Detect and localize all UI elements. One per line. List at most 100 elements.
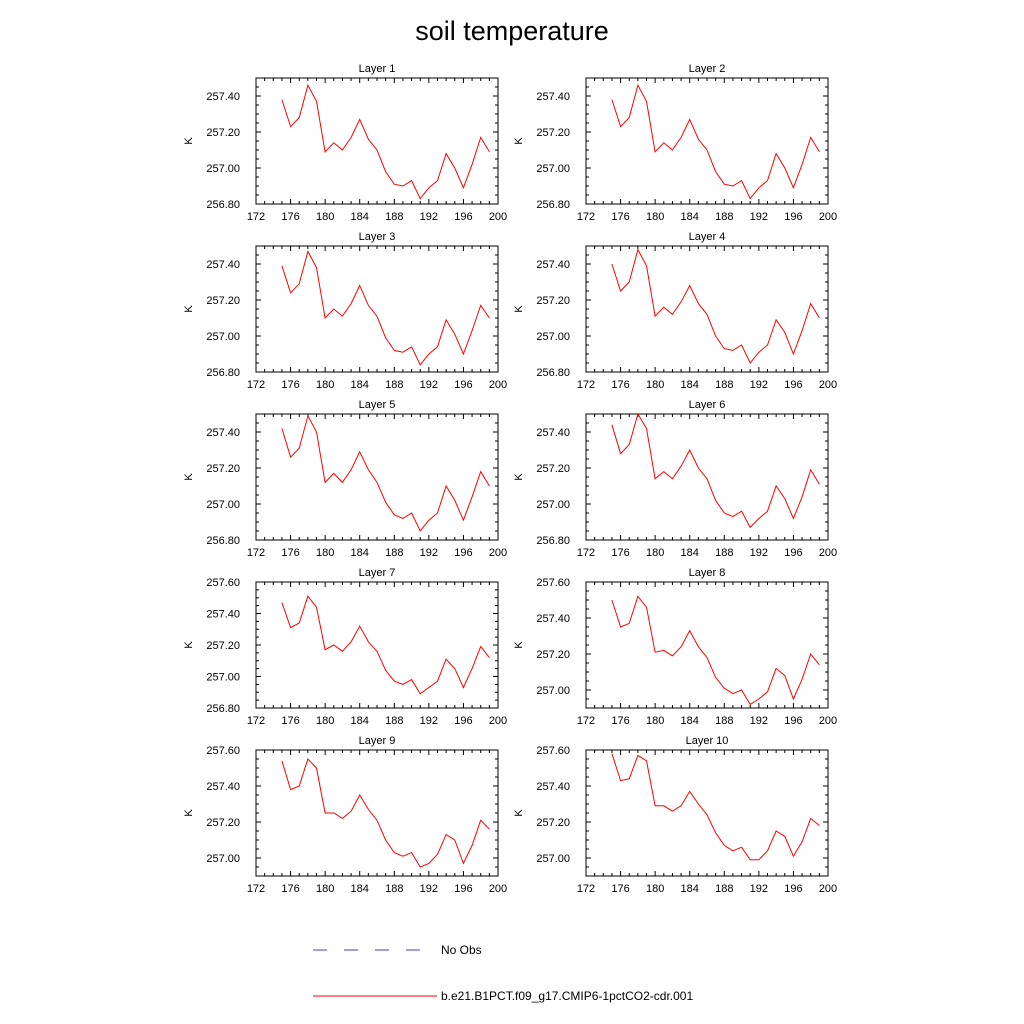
panel-layer-9: Layer 9 172 176 180 184 188 192 196 200 257.00 257… [183, 735, 507, 895]
figure-title: soil temperature [415, 16, 609, 46]
series-line [281, 758, 490, 868]
x-tick-label: 180 [316, 715, 334, 727]
x-tick-label: 200 [819, 715, 837, 727]
x-tick-label: 200 [819, 547, 837, 559]
x-tick-label: 196 [784, 883, 802, 895]
x-tick-label: 176 [281, 547, 299, 559]
panel-grid: Layer 1 172 176 180 184 188 192 196 200 256.80 257… [183, 63, 837, 895]
panel-layer-1: Layer 1 172 176 180 184 188 192 196 200 256.80 257… [183, 63, 507, 223]
x-tick-label: 176 [281, 211, 299, 223]
x-tick-label: 184 [681, 715, 699, 727]
y-tick-label: 257.60 [536, 745, 570, 757]
x-tick-label: 192 [750, 715, 768, 727]
y-tick-label: 257.20 [206, 295, 240, 307]
x-tick-label: 192 [420, 547, 438, 559]
x-tick-label: 172 [247, 379, 265, 391]
x-tick-label: 188 [715, 379, 733, 391]
panel-layer-4: Layer 4 172 176 180 184 188 192 196 200 256.80 257… [513, 231, 837, 391]
y-tick-label: 257.00 [206, 672, 240, 684]
x-tick-label: 180 [646, 715, 664, 727]
x-tick-label: 176 [281, 715, 299, 727]
x-tick-label: 172 [577, 211, 595, 223]
x-tick-label: 196 [454, 715, 472, 727]
y-tick-label: 257.60 [206, 577, 240, 589]
x-tick-label: 172 [247, 715, 265, 727]
x-tick-label: 180 [316, 211, 334, 223]
y-tick-label: 257.00 [536, 163, 570, 175]
y-axis-label: K [183, 305, 195, 313]
x-tick-label: 192 [420, 883, 438, 895]
x-tick-label: 184 [351, 883, 369, 895]
y-tick-label: 256.80 [206, 535, 240, 547]
x-tick-label: 188 [385, 379, 403, 391]
x-tick-label: 172 [577, 547, 595, 559]
x-tick-label: 200 [819, 211, 837, 223]
x-tick-label: 180 [316, 379, 334, 391]
series-line [611, 412, 820, 529]
panel-layer-2: Layer 2 172 176 180 184 188 192 196 200 256.80 257… [513, 63, 837, 223]
x-tick-label: 188 [385, 211, 403, 223]
y-tick-label: 256.80 [536, 199, 570, 211]
x-tick-label: 184 [351, 211, 369, 223]
series-line [611, 83, 820, 200]
y-tick-label: 256.80 [536, 367, 570, 379]
x-tick-label: 196 [454, 883, 472, 895]
x-tick-label: 184 [351, 547, 369, 559]
y-tick-label: 257.20 [536, 295, 570, 307]
x-tick-label: 184 [681, 211, 699, 223]
y-tick-label: 257.20 [206, 640, 240, 652]
x-tick-label: 192 [750, 883, 768, 895]
legend-model-label: b.e21.B1PCT.f09_g17.CMIP6-1pctCO2-cdr.00… [441, 989, 693, 1003]
x-tick-label: 188 [385, 547, 403, 559]
y-tick-label: 257.00 [536, 685, 570, 697]
x-tick-label: 176 [611, 715, 629, 727]
x-tick-label: 188 [715, 547, 733, 559]
y-tick-label: 257.40 [536, 427, 570, 439]
y-tick-label: 257.20 [206, 127, 240, 139]
y-tick-label: 257.40 [536, 613, 570, 625]
x-tick-label: 196 [784, 379, 802, 391]
x-tick-label: 200 [819, 379, 837, 391]
y-tick-label: 257.40 [206, 259, 240, 271]
x-tick-label: 192 [750, 547, 768, 559]
series-line [611, 595, 820, 706]
panel-layer-10: Layer 10 172 176 180 184 188 192 196 200 257.00 25… [513, 735, 837, 895]
y-tick-label: 257.00 [536, 331, 570, 343]
series-line [281, 250, 490, 366]
panel-title: Layer 7 [359, 567, 396, 579]
y-tick-label: 257.00 [206, 499, 240, 511]
x-tick-label: 192 [420, 379, 438, 391]
y-axis-label: K [513, 305, 525, 313]
x-tick-label: 180 [646, 547, 664, 559]
x-tick-label: 184 [351, 379, 369, 391]
y-tick-label: 257.40 [206, 781, 240, 793]
x-tick-label: 200 [489, 547, 507, 559]
y-tick-label: 257.20 [206, 463, 240, 475]
x-tick-label: 196 [454, 211, 472, 223]
x-tick-label: 196 [784, 547, 802, 559]
plot-frame [255, 749, 499, 877]
x-tick-label: 188 [715, 715, 733, 727]
y-tick-label: 257.60 [206, 745, 240, 757]
plot-frame [255, 413, 499, 541]
panel-title: Layer 5 [359, 399, 396, 411]
x-tick-label: 188 [715, 211, 733, 223]
y-axis-label: K [183, 473, 195, 481]
plot-frame [585, 581, 829, 709]
x-tick-label: 180 [646, 379, 664, 391]
plot-frame [585, 245, 829, 373]
x-tick-label: 176 [281, 883, 299, 895]
plot-frame [255, 245, 499, 373]
y-tick-label: 257.20 [536, 127, 570, 139]
panel-title: Layer 10 [686, 735, 729, 747]
y-tick-label: 257.00 [206, 853, 240, 865]
x-tick-label: 172 [577, 883, 595, 895]
panel-layer-6: Layer 6 172 176 180 184 188 192 196 200 256.80 257… [513, 399, 837, 559]
y-tick-label: 257.00 [206, 163, 240, 175]
x-tick-label: 176 [611, 883, 629, 895]
y-axis-label: K [183, 809, 195, 817]
x-tick-label: 200 [489, 379, 507, 391]
panel-layer-8: Layer 8 172 176 180 184 188 192 196 200 257.00 257… [513, 567, 837, 727]
x-tick-label: 200 [819, 883, 837, 895]
